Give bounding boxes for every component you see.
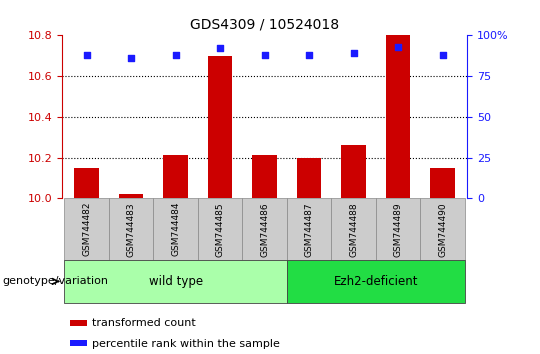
Bar [287, 198, 332, 260]
Bar [430, 168, 455, 198]
Bar [153, 198, 198, 260]
Text: GSM744484: GSM744484 [171, 202, 180, 256]
Bar [70, 340, 87, 346]
Text: Ezh2-deficient: Ezh2-deficient [334, 275, 418, 288]
Bar [64, 260, 287, 303]
Bar [341, 145, 366, 198]
Bar [420, 198, 465, 260]
Bar [252, 155, 277, 198]
Text: GSM744489: GSM744489 [394, 202, 403, 257]
Point [171, 52, 180, 58]
Bar [376, 198, 420, 260]
Text: GSM744486: GSM744486 [260, 202, 269, 257]
Text: GSM744485: GSM744485 [215, 202, 225, 257]
Bar [75, 168, 99, 198]
Bar [386, 35, 410, 198]
Text: wild type: wild type [148, 275, 202, 288]
Bar [109, 198, 153, 260]
Bar [297, 158, 321, 198]
Text: transformed count: transformed count [92, 318, 196, 328]
Point [216, 46, 225, 51]
Point [438, 52, 447, 58]
Bar [64, 198, 109, 260]
Text: GSM744488: GSM744488 [349, 202, 358, 257]
Point [305, 52, 313, 58]
Point [349, 51, 358, 56]
Title: GDS4309 / 10524018: GDS4309 / 10524018 [190, 17, 339, 32]
Text: GSM744483: GSM744483 [126, 202, 136, 257]
Text: GSM744482: GSM744482 [82, 202, 91, 256]
Bar [70, 320, 87, 326]
Text: genotype/variation: genotype/variation [3, 276, 109, 286]
Bar [287, 260, 465, 303]
Point [260, 52, 269, 58]
Bar [198, 198, 242, 260]
Point [127, 55, 136, 61]
Bar [242, 198, 287, 260]
Bar [332, 198, 376, 260]
Point [82, 52, 91, 58]
Text: GSM744490: GSM744490 [438, 202, 447, 257]
Text: GSM744487: GSM744487 [305, 202, 314, 257]
Bar [208, 56, 232, 198]
Text: percentile rank within the sample: percentile rank within the sample [92, 339, 280, 349]
Bar [163, 155, 188, 198]
Point [394, 44, 402, 50]
Bar [119, 194, 143, 198]
